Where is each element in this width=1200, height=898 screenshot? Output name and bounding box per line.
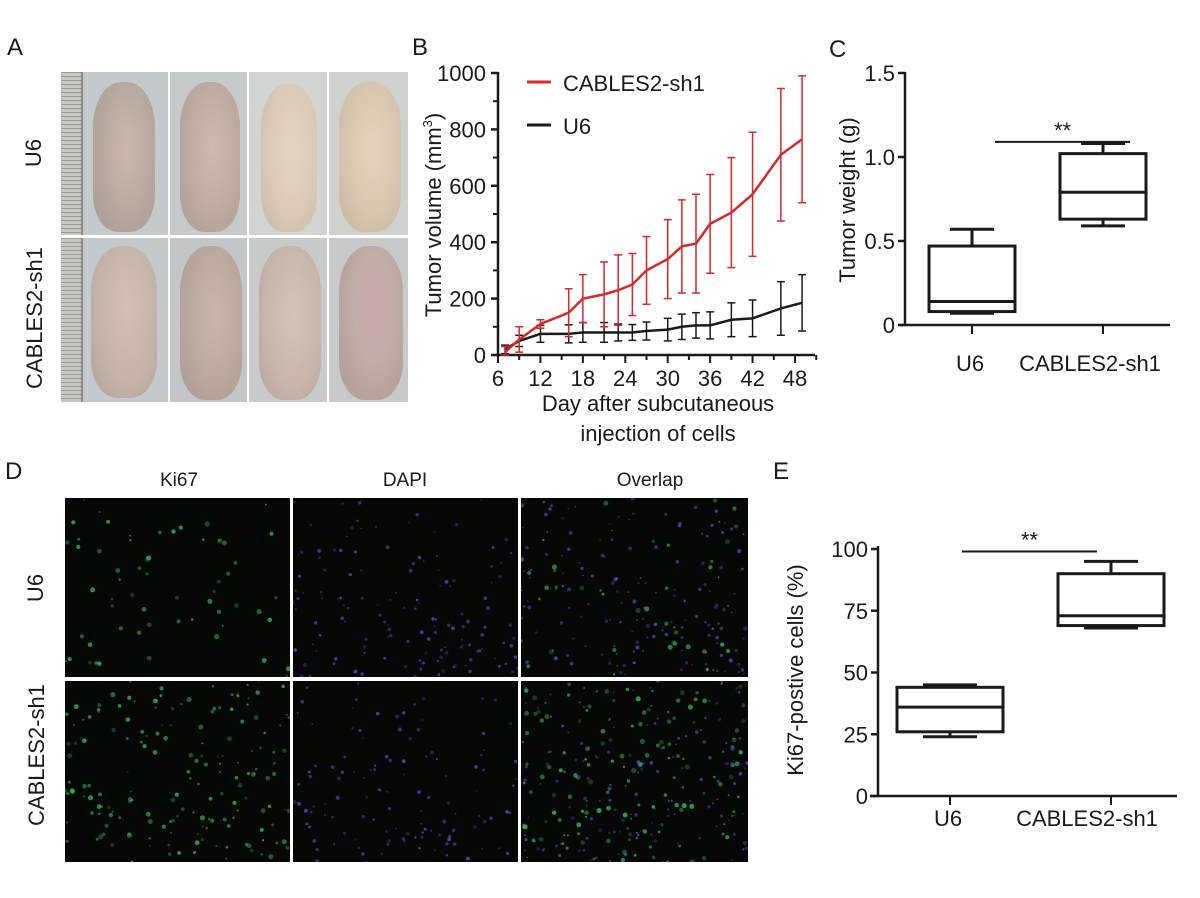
svg-text:800: 800 [449,117,486,142]
mouse-photo-u6-2 [170,72,247,235]
svg-text:50: 50 [844,661,868,686]
svg-text:1.0: 1.0 [864,145,895,170]
fluor-u6-dapi [293,498,518,677]
legend-label-cables2: CABLES2-sh1 [563,71,705,96]
mouse-photo-cables2-3 [249,238,327,402]
x-axis-title-line1: Day after subcutaneous [542,391,774,416]
significance-asterisks: ** [1021,527,1039,552]
e-y-axis-title: Ki67-postive cells (%) [783,564,808,776]
fluorescence-grid [65,498,748,862]
ki67-positive-box-plot: 0 25 50 75 100 ** U6 CABLES2-sh1 Ki67-postiv… [783,527,1177,831]
e-x-label-u6: U6 [934,806,962,831]
svg-text:0: 0 [474,343,486,368]
fluor-u6-overlap [521,498,748,677]
fluor-cables2-dapi [293,681,518,862]
svg-text:1000: 1000 [437,61,486,86]
x-axis-title-line2: injection of cells [580,421,735,446]
mouse-photo-cables2-4 [329,238,408,402]
mouse [93,82,155,232]
fluor-cables2-overlap [521,681,748,862]
significance-asterisks: ** [1054,118,1072,143]
mouse [261,84,317,232]
svg-text:18: 18 [571,366,595,391]
mouse-photo-grid [61,72,408,402]
d-row-label-cables2: CABLES2-sh1 [24,684,49,826]
d-col-label-dapi: DAPI [382,470,428,491]
ruler [61,238,83,402]
c-y-axis-title: Tumor weight (g) [835,117,860,282]
svg-text:25: 25 [844,722,868,747]
mouse [259,246,321,400]
svg-text:6: 6 [492,366,504,391]
svg-text:100: 100 [831,537,868,562]
mouse [180,246,242,400]
fluor-cables2-ki67 [65,681,290,862]
d-col-label-ki67: Ki67 [159,470,199,491]
mouse [339,82,401,232]
panel-c-letter: C [829,36,847,63]
svg-text:24: 24 [613,366,637,391]
svg-text:200: 200 [449,287,486,312]
svg-text:0: 0 [883,313,895,338]
mouse [180,82,240,232]
fluor-u6-ki67 [65,498,290,677]
series-line [504,138,803,354]
svg-text:42: 42 [740,366,764,391]
svg-text:12: 12 [528,366,552,391]
svg-text:400: 400 [449,230,486,255]
svg-text:36: 36 [698,366,722,391]
legend-label-u6: U6 [563,114,591,139]
svg-text:75: 75 [844,599,868,624]
mouse-photo-u6-3 [249,72,327,235]
mouse [339,246,403,400]
panel-a-letter: A [7,34,24,61]
d-col-label-overlap: Overlap [616,470,684,491]
mouse [91,246,157,398]
svg-text:0.5: 0.5 [864,229,895,254]
panel-b-letter: B [412,34,429,61]
series-line [504,301,803,351]
svg-text:600: 600 [449,174,486,199]
c-x-label-cables2: CABLES2-sh1 [1019,351,1161,376]
svg-text:0: 0 [856,784,868,809]
mouse-photo-u6-4 [329,72,408,235]
mouse-photo-cables2-2 [170,238,247,402]
ruler [61,72,83,235]
svg-text:30: 30 [655,366,679,391]
c-x-label-u6: U6 [956,351,984,376]
panel-d-letter: D [5,458,23,485]
svg-text:1.5: 1.5 [864,61,895,86]
tumor-weight-box-plot: 0 0.5 1.0 1.5 ** U6 CABLES2-sh1 Tumor weigh… [835,61,1170,376]
d-row-label-u6: U6 [23,573,48,603]
panel-e-letter: E [773,458,790,485]
y-axis-title: Tumor volume (mm3) [420,113,446,317]
mouse-photo-cables2-1 [61,238,168,402]
mouse-photo-u6-1 [61,72,168,235]
svg-text:48: 48 [783,366,807,391]
e-x-label-cables2: CABLES2-sh1 [1016,806,1158,831]
